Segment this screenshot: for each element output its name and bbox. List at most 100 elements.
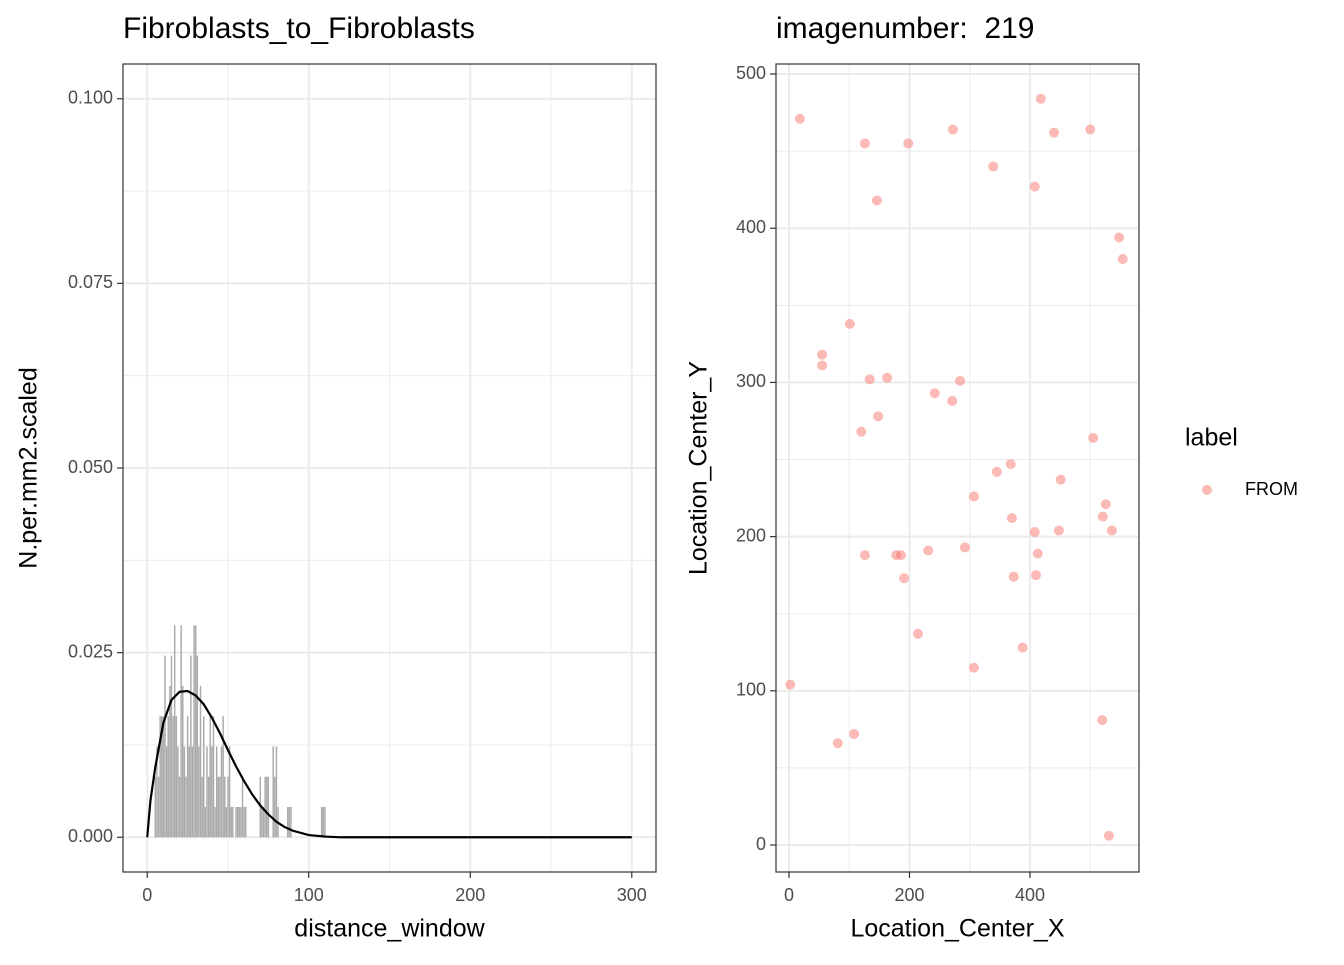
bar [185, 776, 187, 838]
y-tick-label: 0.050 [68, 457, 113, 477]
point [896, 550, 907, 561]
bar [243, 807, 245, 838]
x-tick-label: 0 [784, 885, 794, 905]
bar [169, 685, 171, 838]
bar [222, 716, 224, 838]
y-tick-label: 100 [736, 680, 766, 700]
point [1097, 715, 1108, 726]
point [794, 113, 805, 124]
bar [167, 716, 169, 838]
bar [214, 807, 216, 838]
bar [322, 807, 325, 838]
bar [275, 746, 278, 838]
point [947, 124, 958, 135]
bar [225, 807, 228, 838]
y-tick-label: 0.000 [68, 826, 113, 846]
bar [288, 807, 291, 838]
bar [164, 655, 166, 838]
bar [241, 776, 244, 838]
bar [159, 716, 161, 838]
bar [266, 776, 268, 838]
point [1049, 127, 1060, 138]
point [785, 679, 796, 690]
bar [154, 776, 157, 838]
bar [220, 746, 223, 838]
x-tick-label: 100 [294, 885, 324, 905]
bar [245, 807, 247, 838]
point [1117, 254, 1128, 265]
point [903, 138, 914, 149]
point [1005, 459, 1016, 470]
bar [232, 807, 234, 838]
chart-title: Fibroblasts_to_Fibroblasts [123, 12, 475, 45]
bar [190, 655, 192, 838]
point [1006, 513, 1017, 524]
y-tick-label: 0.075 [68, 272, 113, 292]
point [1053, 525, 1064, 536]
point [988, 161, 999, 172]
y-tick-label: 400 [736, 217, 766, 237]
x-tick-label: 200 [894, 885, 924, 905]
x-tick-label: 0 [142, 885, 152, 905]
point [1055, 474, 1066, 485]
bar [201, 776, 203, 838]
point [1029, 181, 1040, 192]
point [929, 388, 940, 399]
bar [178, 776, 181, 838]
y-tick-label: 0.025 [68, 641, 113, 661]
legend-swatch [1202, 485, 1212, 495]
point [923, 545, 934, 556]
bar [157, 776, 160, 838]
point [844, 318, 855, 329]
panel-border [122, 63, 657, 873]
bar [182, 685, 184, 838]
bar [261, 807, 263, 838]
point [968, 491, 979, 502]
bar [320, 807, 323, 838]
point [1103, 830, 1114, 841]
bar [224, 776, 226, 838]
y-tick-label: 300 [736, 371, 766, 391]
x-tick-label: 400 [1015, 885, 1045, 905]
bar [191, 746, 194, 838]
bar [236, 807, 239, 838]
y-axis-title: Location_Center_Y [685, 361, 713, 575]
bar [180, 625, 182, 838]
bar [156, 746, 158, 838]
point [859, 138, 870, 149]
point [899, 573, 910, 584]
bar [194, 625, 197, 838]
point [1017, 642, 1028, 653]
bar [206, 746, 208, 838]
point [1035, 93, 1046, 104]
point [873, 411, 884, 422]
bar [290, 807, 292, 838]
point [871, 195, 882, 206]
bar [183, 746, 186, 838]
bar [217, 776, 220, 838]
bar [175, 716, 178, 838]
bar [173, 625, 176, 838]
bar [267, 776, 270, 838]
bar [274, 776, 276, 838]
bar [272, 746, 274, 838]
point [859, 550, 870, 561]
panel-border [775, 63, 1140, 873]
bar [186, 716, 189, 838]
point [959, 542, 970, 553]
point [1032, 548, 1043, 559]
point [1114, 232, 1125, 243]
point [1008, 571, 1019, 582]
bar [165, 746, 168, 838]
bar [162, 716, 165, 838]
bar [209, 716, 211, 838]
bar [264, 776, 266, 838]
point [1106, 525, 1117, 536]
bar [188, 746, 190, 838]
point [856, 426, 867, 437]
x-axis-title: Location_Center_X [850, 915, 1064, 943]
bar [193, 625, 195, 838]
bar [203, 716, 205, 838]
bar [228, 746, 231, 838]
